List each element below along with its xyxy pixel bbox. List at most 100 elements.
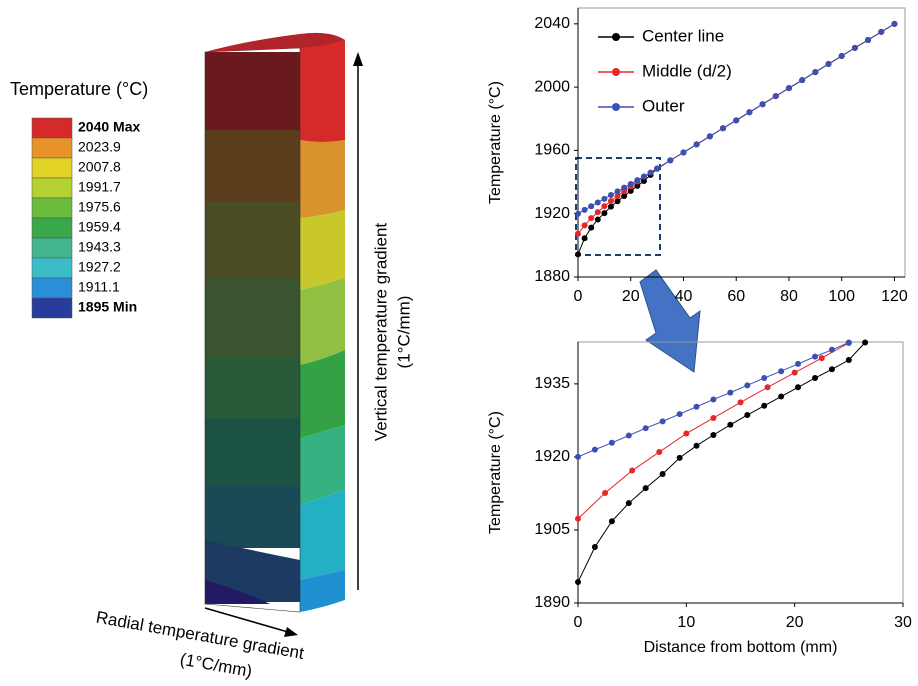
data-point (621, 185, 627, 191)
data-point (710, 396, 716, 402)
data-point (608, 204, 614, 210)
x-tick-label: 80 (780, 288, 798, 305)
y-tick-label: 1890 (534, 594, 570, 611)
data-point (626, 432, 632, 438)
x-tick-label: 20 (786, 614, 804, 631)
data-point (628, 181, 634, 187)
colorbar-label: 1975.6 (78, 199, 121, 215)
data-point (582, 222, 588, 228)
y-tick-label: 1920 (534, 205, 570, 222)
colorbar-label: 2007.8 (78, 159, 121, 175)
data-point (765, 384, 771, 390)
data-point (744, 412, 750, 418)
series-line (578, 343, 849, 519)
y-tick-label: 1935 (534, 375, 570, 392)
data-point (773, 93, 779, 99)
series-line (578, 24, 894, 255)
colorbar-block (32, 198, 72, 218)
x-tick-label: 10 (677, 614, 695, 631)
data-point (601, 210, 607, 216)
data-point (795, 361, 801, 367)
colorbar-label: 1927.2 (78, 259, 121, 275)
colorbar-block (32, 178, 72, 198)
x-tick-label: 60 (727, 288, 745, 305)
colorbar-block (32, 278, 72, 298)
data-point (846, 339, 852, 345)
colorbar-block (32, 238, 72, 258)
legend-marker (612, 68, 620, 76)
data-point (727, 422, 733, 428)
x-tick-label: 100 (828, 288, 855, 305)
x-tick-label: 0 (574, 614, 583, 631)
data-point (575, 454, 581, 460)
data-point (852, 45, 858, 51)
data-point (588, 225, 594, 231)
y-tick-label: 2000 (534, 78, 570, 95)
data-point (694, 141, 700, 147)
data-point (710, 432, 716, 438)
colorbar-label: 2023.9 (78, 139, 121, 155)
data-point (733, 117, 739, 123)
data-point (656, 449, 662, 455)
data-point (778, 394, 784, 400)
data-point (629, 468, 635, 474)
data-point (595, 209, 601, 215)
data-point (575, 516, 581, 522)
colorbar-label: 2040 Max (78, 119, 140, 135)
data-point (575, 579, 581, 585)
y-tick-label: 2040 (534, 15, 570, 32)
data-point (795, 384, 801, 390)
data-point (667, 157, 673, 163)
x-tick-label: 20 (622, 288, 640, 305)
data-point (812, 354, 818, 360)
data-point (643, 425, 649, 431)
colorbar-block (32, 138, 72, 158)
vertical-annotation: Vertical temperature gradient (371, 223, 390, 442)
series-line (578, 24, 894, 234)
data-point (829, 347, 835, 353)
data-point (595, 199, 601, 205)
x-tick-label: 30 (894, 614, 912, 631)
data-point (680, 149, 686, 155)
colorbar-label: 1895 Min (78, 299, 137, 315)
colorbar-block (32, 298, 72, 318)
data-point (654, 165, 660, 171)
data-point (641, 174, 647, 180)
data-point (601, 196, 607, 202)
data-point (609, 518, 615, 524)
colorbar-block (32, 258, 72, 278)
colorbar-title: Temperature (°C) (10, 79, 148, 99)
y-tick-label: 1920 (534, 448, 570, 465)
data-point (799, 77, 805, 83)
data-point (575, 211, 581, 217)
x-tick-label: 0 (574, 288, 583, 305)
y-axis-label: Temperature (°C) (487, 411, 504, 534)
data-point (694, 404, 700, 410)
data-point (643, 485, 649, 491)
data-point (761, 375, 767, 381)
data-point (602, 490, 608, 496)
data-point (683, 431, 689, 437)
data-point (588, 215, 594, 221)
data-point (608, 192, 614, 198)
colorbar-label: 1911.1 (78, 279, 120, 295)
data-point (694, 443, 700, 449)
colorbar-block (32, 158, 72, 178)
data-point (626, 500, 632, 506)
data-point (707, 133, 713, 139)
data-point (746, 109, 752, 115)
y-axis-label: Temperature (°C) (487, 81, 504, 204)
data-point (575, 251, 581, 257)
data-point (839, 53, 845, 59)
data-point (862, 339, 868, 345)
x-tick-label: 120 (881, 288, 908, 305)
data-point (891, 21, 897, 27)
legend-label: Center line (642, 26, 724, 45)
data-point (720, 125, 726, 131)
colorbar-label: 1959.4 (78, 219, 121, 235)
data-point (575, 231, 581, 237)
data-point (865, 37, 871, 43)
data-point (660, 418, 666, 424)
data-point (601, 203, 607, 209)
y-tick-label: 1960 (534, 142, 570, 159)
